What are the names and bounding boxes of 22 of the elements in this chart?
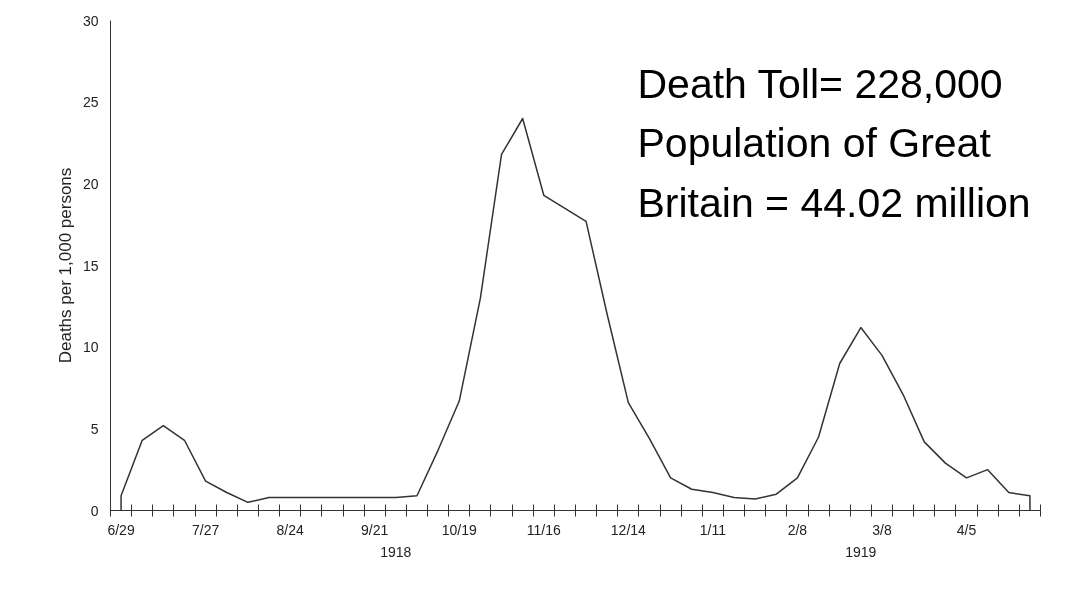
y-tick-label: 0 <box>90 502 99 519</box>
y-tick-label: 15 <box>82 257 99 274</box>
text: 1919 <box>845 543 877 560</box>
y-tick-label: 30 <box>82 12 99 29</box>
y-tick-label: 10 <box>82 339 99 356</box>
x-tick-label: 12/14 <box>610 521 647 538</box>
text: 1918 <box>380 543 412 560</box>
y-axis-title: Deaths per 1,000 persons <box>55 167 75 364</box>
annotation: Death Toll= 228,000 Population of Great Britain = 44.02 million <box>637 60 1031 227</box>
y-tick-label: 5 <box>90 420 99 437</box>
x-tick-label: 3/8 <box>872 521 892 538</box>
x-tick-label: 7/27 <box>191 521 220 538</box>
y-tick-label: 25 <box>82 94 99 111</box>
x-tick-label: 9/21 <box>361 521 389 538</box>
x-tick-label: 8/24 <box>276 521 304 538</box>
x-tick-label: 4/5 <box>956 521 977 538</box>
x-tick-label: 2/8 <box>787 521 808 538</box>
x-tick-label: 1/11 <box>699 521 727 538</box>
x-tick-label: 10/19 <box>441 521 477 538</box>
x-tick-label: 6/29 <box>107 521 135 538</box>
y-tick-label: 20 <box>82 175 99 192</box>
x-tick-label: 11/16 <box>526 521 562 538</box>
